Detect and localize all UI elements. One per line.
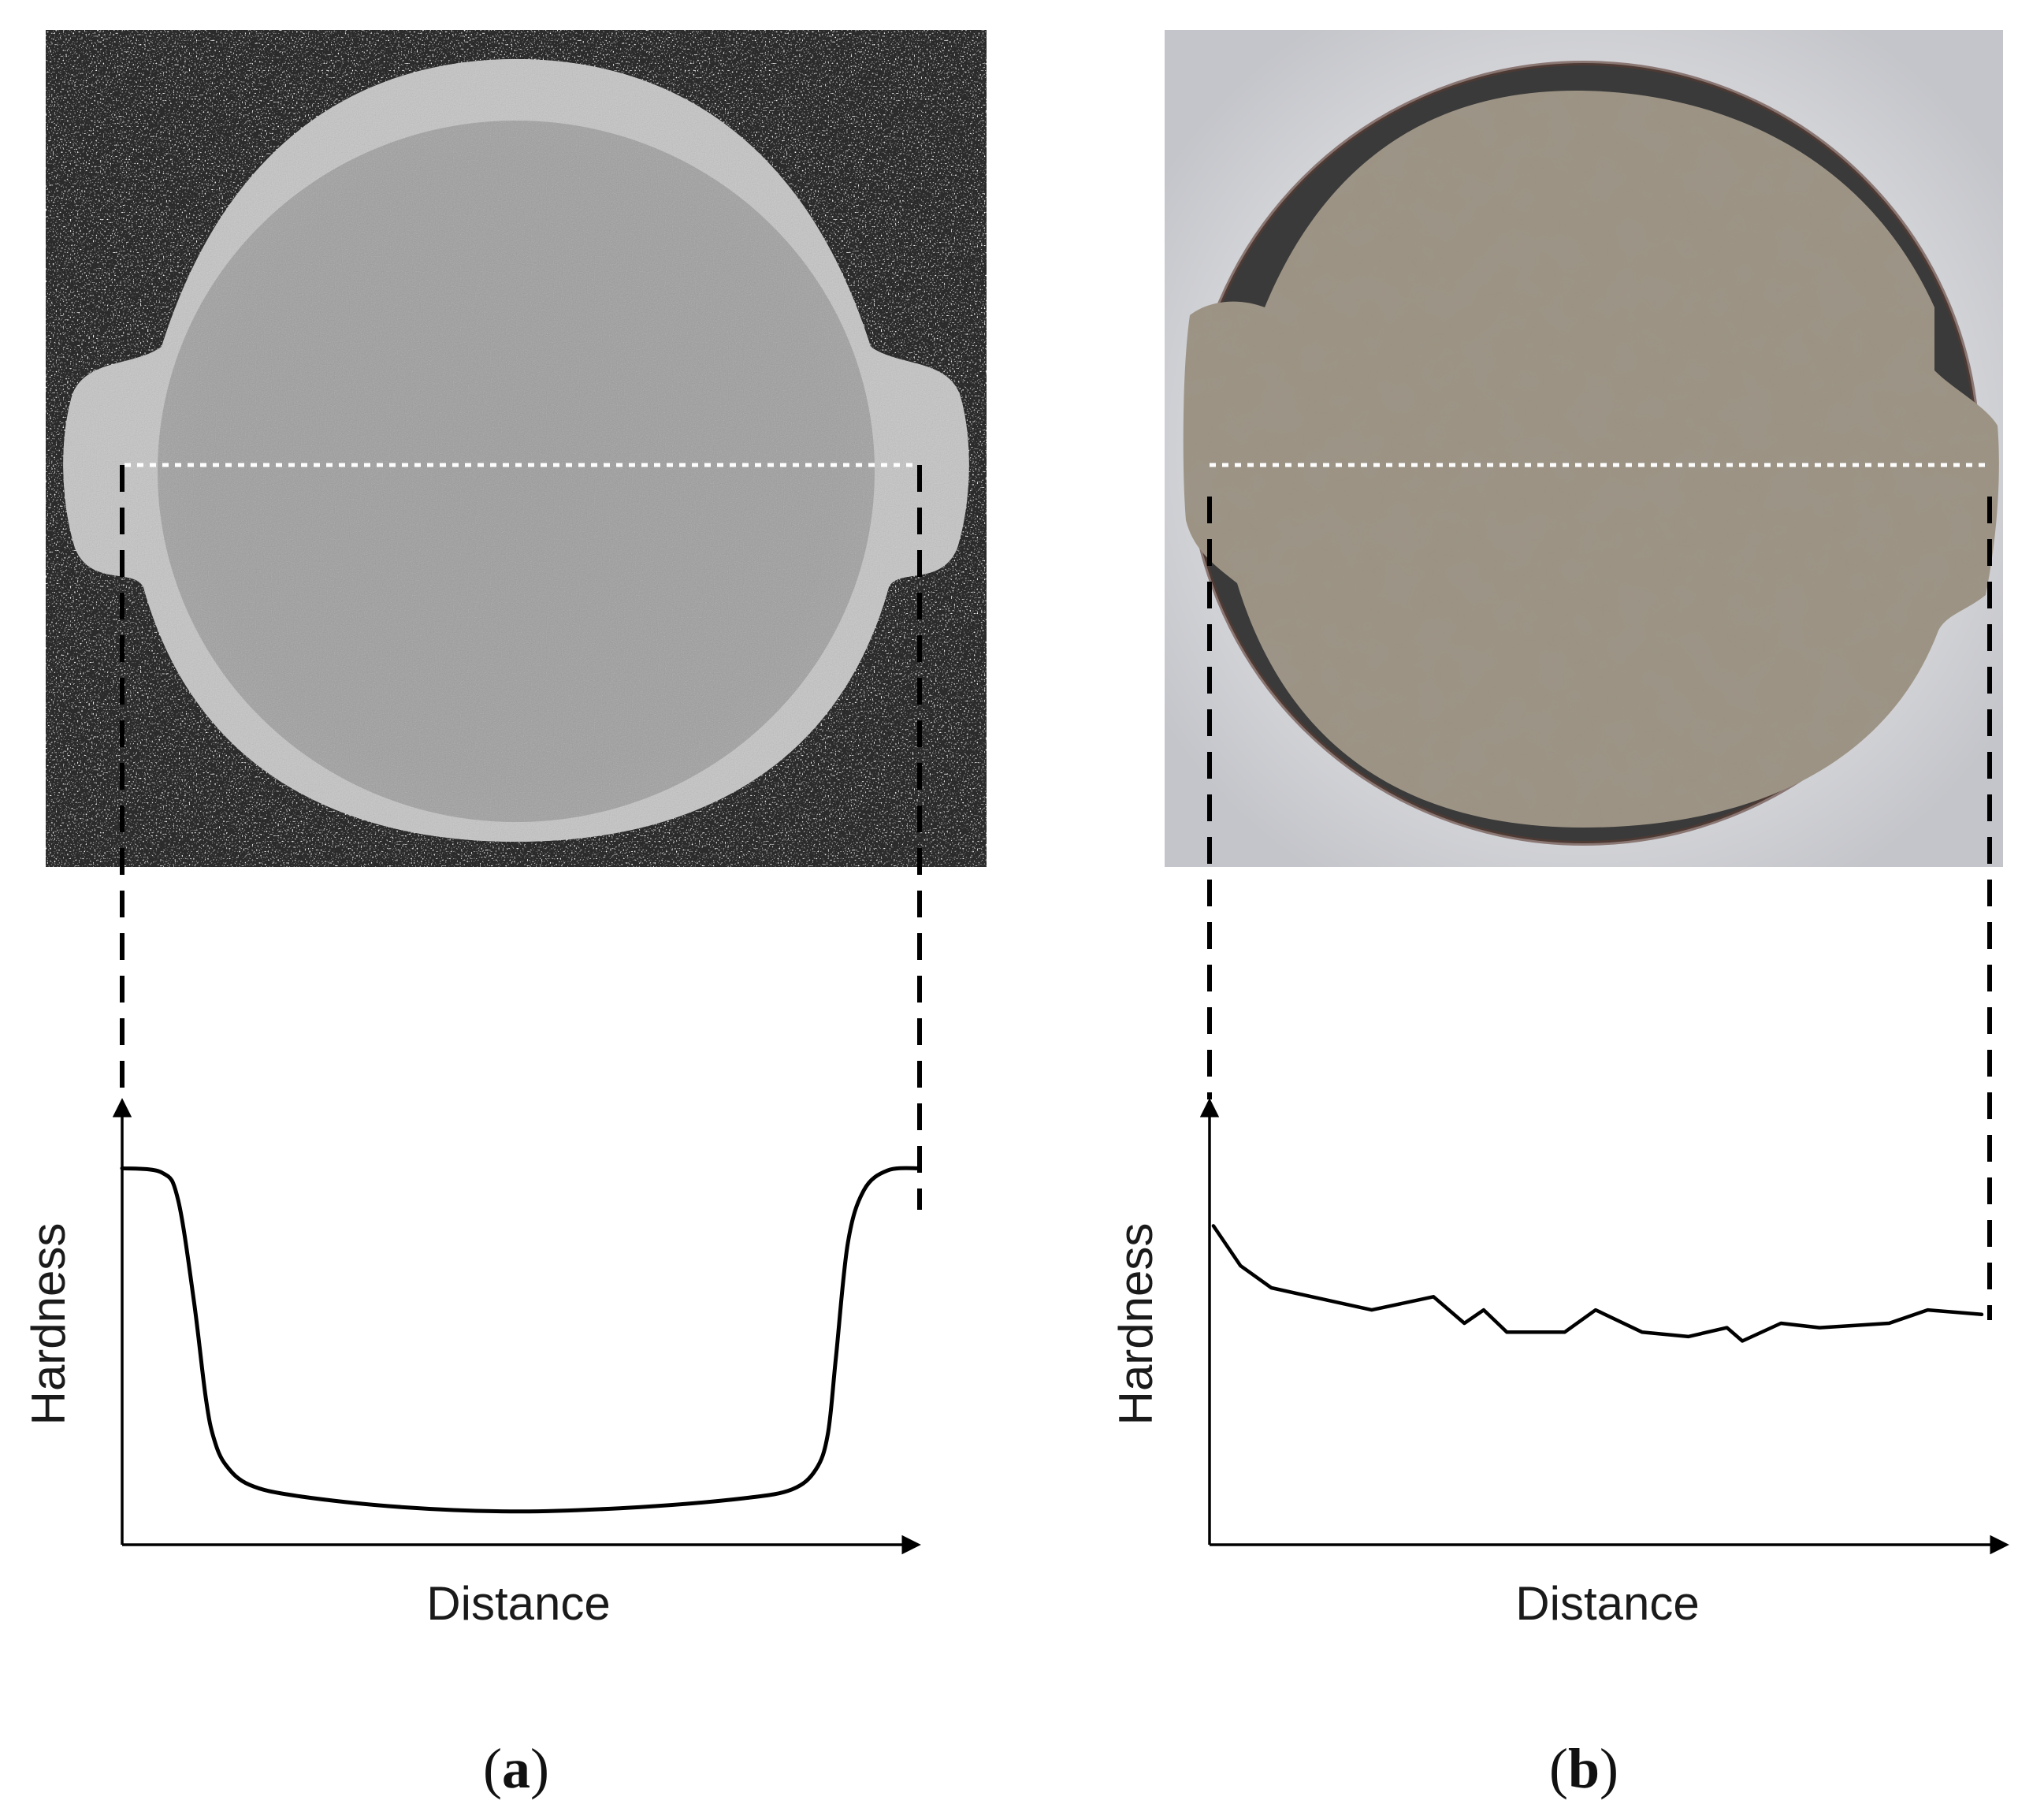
sample-a-disc-core-grain bbox=[158, 121, 875, 822]
sample-b-photo bbox=[1165, 30, 2003, 867]
sample-b-disc-texture bbox=[1183, 91, 1999, 828]
panel-b: Hardness Distance (b) bbox=[1109, 30, 2009, 1800]
panel-a: Hardness Distance (a) bbox=[22, 30, 987, 1800]
chart-a: Hardness Distance bbox=[22, 1098, 922, 1630]
chart-a-xlabel: Distance bbox=[426, 1577, 610, 1630]
panel-label-a: (a) bbox=[483, 1737, 549, 1800]
chart-a-series-line bbox=[120, 1166, 922, 1514]
panel-label-b: (b) bbox=[1549, 1737, 1618, 1800]
sample-a-micrograph bbox=[46, 30, 987, 867]
chart-a-ylabel: Hardness bbox=[22, 1223, 75, 1426]
chart-b: Hardness Distance bbox=[1109, 1098, 2009, 1630]
chart-b-series-line bbox=[1211, 1224, 1984, 1343]
chart-b-xlabel: Distance bbox=[1515, 1577, 1699, 1630]
chart-b-ylabel: Hardness bbox=[1109, 1223, 1162, 1426]
